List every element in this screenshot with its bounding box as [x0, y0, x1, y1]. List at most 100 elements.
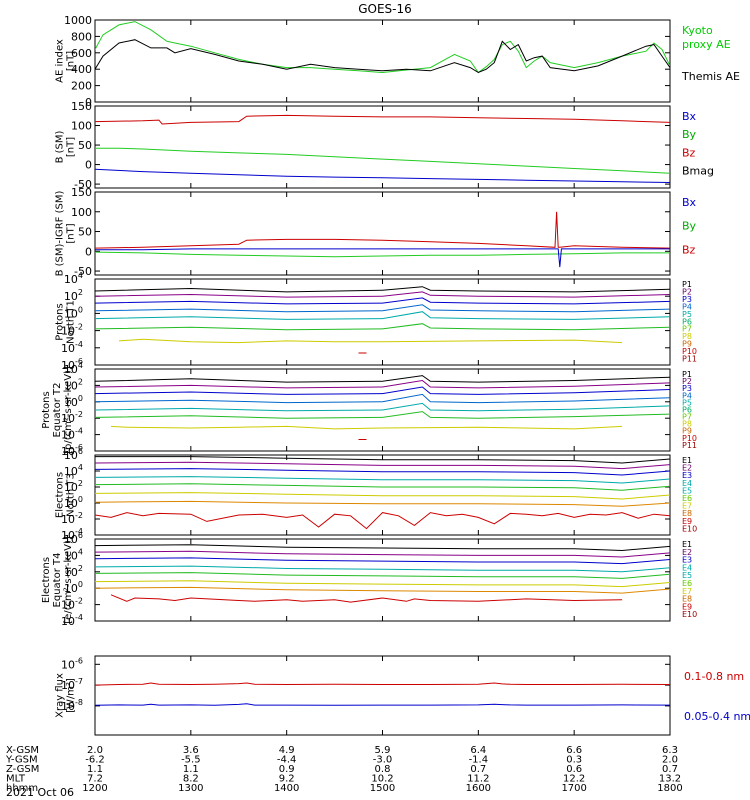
legend-entry: P11	[682, 355, 697, 364]
legend-entry: E7	[682, 587, 692, 596]
x-axis-value: 1.1	[183, 764, 199, 775]
y-tick-label: -50	[74, 178, 92, 191]
legend-entry: Bz	[682, 146, 696, 159]
panel-frame	[94, 655, 671, 736]
series-e5	[95, 483, 670, 491]
series-bz	[95, 211, 670, 249]
legend-entry: E2	[682, 464, 692, 473]
x-axis-row-label: Y-GSM	[5, 755, 38, 766]
plot-title: GOES-16	[358, 2, 412, 16]
series-e2	[95, 461, 670, 470]
legend-entry: E8	[682, 595, 692, 604]
series-p4	[95, 393, 670, 404]
series-e9	[110, 594, 623, 603]
x-axis-value: 1500	[370, 783, 395, 794]
legend-entry: Bmag	[682, 165, 714, 178]
series-p5	[95, 402, 670, 412]
series-p1	[95, 286, 670, 293]
y-tick-label: 10-6	[61, 656, 83, 671]
legend-entry: E3	[682, 471, 692, 480]
legend-entry: P5	[682, 310, 692, 319]
series-p3	[95, 386, 670, 395]
series-e6	[95, 492, 670, 500]
y-axis-label: Protons	[41, 391, 52, 428]
legend-entry: E5	[682, 571, 692, 580]
series-p1	[95, 375, 670, 383]
x-axis-value: 4.9	[279, 745, 295, 756]
legend-entry: E4	[682, 563, 692, 572]
legend-entry: P10	[682, 434, 697, 443]
legend-entry: By	[682, 220, 697, 233]
legend-entry: E4	[682, 479, 692, 488]
legend-entry: proxy AE	[682, 38, 731, 51]
series-e9	[95, 512, 670, 530]
x-axis-value: -4.4	[277, 755, 297, 766]
x-axis-value: 1800	[657, 783, 682, 794]
legend-entry: E10	[682, 524, 697, 533]
legend-entry: P1	[682, 370, 692, 379]
x-axis-value: -5.5	[181, 755, 201, 766]
x-axis-value: 6.4	[470, 745, 486, 756]
series-p5	[95, 311, 670, 320]
legend-entry: P4	[682, 302, 692, 311]
y-axis-label: [nT]	[66, 223, 77, 243]
legend-entry: Themis AE	[681, 70, 740, 83]
x-axis-value: 12.2	[563, 774, 585, 785]
series-by	[95, 251, 670, 258]
x-axis-value: 5.9	[375, 745, 391, 756]
x-axis-table: X-GSM 2.0 3.6 4.9 5.9 6.4 6.6 6.3 Y-GSM -6.2 -5.5 -…	[5, 745, 683, 794]
y-tick-label: 106	[64, 447, 83, 462]
series-e6	[95, 580, 670, 588]
x-axis-value: 2.0	[662, 755, 678, 766]
legend-entry: E8	[682, 509, 692, 518]
legend-entry: Bz	[682, 243, 696, 256]
y-axis-label: [nT]	[66, 137, 77, 157]
y-tick-label: 600	[71, 47, 92, 60]
legend-entry: E9	[682, 517, 692, 526]
x-axis-row-label: X-GSM	[6, 745, 39, 756]
y-tick-label: 100	[71, 206, 92, 219]
legend-entry: P2	[682, 287, 692, 296]
y-tick-label: 150	[71, 100, 92, 113]
y-axis-label: AE index	[55, 39, 66, 83]
x-axis-value: 6.6	[566, 745, 582, 756]
y-axis-label: B (SM)-IGRF (SM)	[55, 191, 66, 277]
date-label: 2021 Oct 06	[6, 786, 74, 799]
legend-entry: P3	[682, 384, 692, 393]
y-axis-label: Xray flux	[55, 673, 66, 718]
series-p7	[110, 425, 623, 430]
series-e3	[95, 468, 670, 476]
legend-entry: P3	[682, 295, 692, 304]
legend-entry: P7	[682, 413, 692, 422]
x-axis-value: 7.2	[87, 774, 103, 785]
y-axis-label: Electrons	[55, 472, 66, 518]
legend-entry: 0.05-0.4 nm	[684, 710, 750, 723]
y-tick-label: 50	[78, 226, 92, 239]
legend-entry: P11	[682, 441, 697, 450]
series-bz	[95, 114, 670, 125]
x-axis-value: -1.4	[469, 755, 489, 766]
x-axis-value: 1.1	[87, 764, 103, 775]
x-axis-value: 1300	[178, 783, 203, 794]
series-themis-ae	[95, 39, 670, 74]
y-axis-label: North T1	[66, 300, 77, 344]
legend-entry: P8	[682, 332, 692, 341]
series-p6	[95, 323, 670, 331]
series-e5	[95, 572, 670, 579]
legend-entry: P9	[682, 427, 692, 436]
legend-entry: Bx	[682, 110, 697, 123]
y-axis-label: [p/(cm²-s-sr-keV)]	[63, 366, 74, 454]
y-tick-label: 104	[64, 271, 83, 286]
y-axis-label: Equator T4	[52, 553, 63, 608]
legend-entry: E6	[682, 494, 692, 503]
legend-entry: E9	[682, 602, 692, 611]
legend-entry: P7	[682, 325, 692, 334]
y-tick-label: 0	[85, 245, 92, 258]
x-axis-value: 8.2	[183, 774, 199, 785]
